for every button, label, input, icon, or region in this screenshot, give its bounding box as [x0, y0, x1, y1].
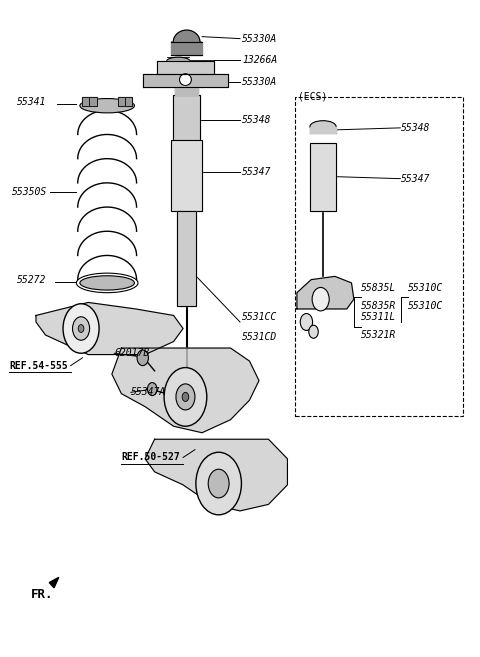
Circle shape — [312, 288, 329, 311]
Circle shape — [176, 384, 195, 410]
Text: 55347: 55347 — [242, 167, 272, 177]
Polygon shape — [125, 97, 132, 106]
Circle shape — [72, 317, 90, 340]
Text: 5531CC: 5531CC — [242, 312, 277, 322]
Circle shape — [164, 367, 207, 426]
Ellipse shape — [183, 384, 191, 390]
Bar — [118, 97, 125, 106]
Polygon shape — [297, 277, 354, 309]
Polygon shape — [171, 30, 202, 42]
Text: 55347: 55347 — [401, 173, 431, 184]
Text: 55272: 55272 — [17, 275, 47, 284]
Polygon shape — [82, 97, 90, 106]
Text: FR.: FR. — [31, 588, 54, 600]
Text: REF.54-555: REF.54-555 — [9, 361, 68, 371]
Circle shape — [196, 452, 241, 515]
Circle shape — [63, 304, 99, 353]
Circle shape — [147, 382, 157, 396]
Circle shape — [78, 325, 84, 332]
Circle shape — [137, 350, 148, 366]
Polygon shape — [173, 95, 200, 139]
Text: 55348: 55348 — [242, 115, 272, 125]
Polygon shape — [145, 440, 288, 511]
Text: (ECS): (ECS) — [298, 92, 327, 102]
Text: 55835R: 55835R — [361, 301, 396, 311]
Circle shape — [208, 469, 229, 498]
Polygon shape — [112, 348, 259, 433]
Text: 55835L: 55835L — [361, 283, 396, 292]
Ellipse shape — [167, 57, 190, 66]
Bar — [125, 97, 132, 106]
Polygon shape — [118, 97, 125, 106]
Ellipse shape — [80, 99, 134, 113]
Ellipse shape — [80, 276, 134, 290]
Bar — [173, 95, 200, 139]
Text: 62017B: 62017B — [114, 348, 150, 358]
Text: 55348: 55348 — [401, 123, 431, 133]
Polygon shape — [175, 85, 198, 95]
Text: 55330A: 55330A — [242, 34, 277, 43]
Text: 55330A: 55330A — [242, 78, 277, 87]
Polygon shape — [178, 212, 196, 306]
Polygon shape — [157, 61, 214, 74]
Polygon shape — [171, 42, 202, 55]
Text: 5531CD: 5531CD — [242, 332, 277, 342]
Text: 55310C: 55310C — [408, 283, 444, 292]
Text: 55350S: 55350S — [12, 187, 48, 196]
Ellipse shape — [180, 74, 192, 85]
Polygon shape — [310, 143, 336, 212]
Circle shape — [309, 325, 318, 338]
Bar — [310, 143, 336, 212]
Ellipse shape — [310, 121, 336, 133]
Bar — [89, 97, 96, 106]
Bar — [295, 97, 463, 417]
Text: 55347A: 55347A — [131, 388, 166, 397]
Text: 13266A: 13266A — [242, 55, 277, 65]
Text: 55311L: 55311L — [361, 312, 396, 322]
Polygon shape — [36, 302, 183, 355]
Circle shape — [300, 313, 312, 330]
Polygon shape — [143, 74, 228, 87]
Text: REF.50-527: REF.50-527 — [121, 453, 180, 463]
Polygon shape — [89, 97, 96, 106]
Polygon shape — [49, 578, 59, 588]
Bar — [82, 97, 90, 106]
Text: 55341: 55341 — [17, 97, 47, 107]
Polygon shape — [310, 127, 336, 133]
Bar — [178, 212, 196, 306]
Bar — [171, 139, 202, 212]
Circle shape — [182, 392, 189, 401]
Text: 55310C: 55310C — [408, 301, 444, 311]
Text: 55321R: 55321R — [361, 330, 396, 340]
Polygon shape — [171, 139, 202, 212]
